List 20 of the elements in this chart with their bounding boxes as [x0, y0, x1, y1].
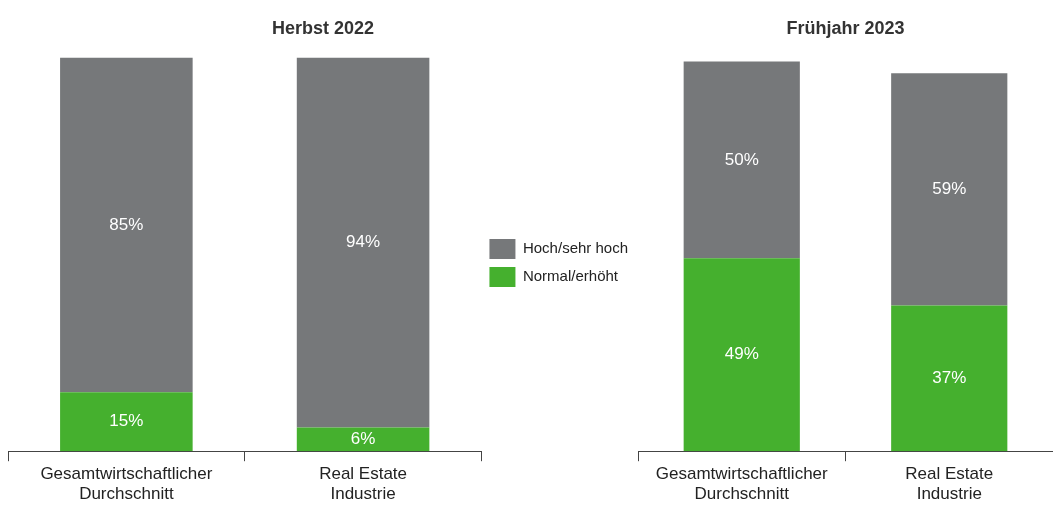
x-tick-label: Gesamtwirtschaftlicher Durchschnitt [40, 464, 213, 504]
bar [891, 73, 1008, 306]
data-label: 94% [346, 232, 381, 252]
data-label: 49% [724, 344, 759, 364]
legend-label: Normal/erhöht [522, 267, 619, 285]
data-label: 50% [724, 149, 759, 169]
bar [683, 61, 800, 259]
bar [683, 258, 800, 452]
chart-title: Frühjahr 2023 [786, 17, 905, 38]
x-tick-label: Real Estate Industrie [319, 464, 408, 504]
legend-label: Hoch/sehr hoch [522, 239, 628, 257]
x-tick-label: Gesamtwirtschaftlicher Durchschnitt [655, 464, 829, 504]
data-label: 15% [109, 411, 144, 431]
data-label: 85% [109, 214, 144, 234]
data-label: 6% [350, 429, 376, 449]
bar [891, 305, 1008, 452]
data-label: 37% [932, 368, 967, 388]
data-label: 59% [932, 179, 967, 199]
x-tick-label: Real Estate Industrie [905, 464, 994, 504]
chart-title: Herbst 2022 [271, 17, 375, 38]
